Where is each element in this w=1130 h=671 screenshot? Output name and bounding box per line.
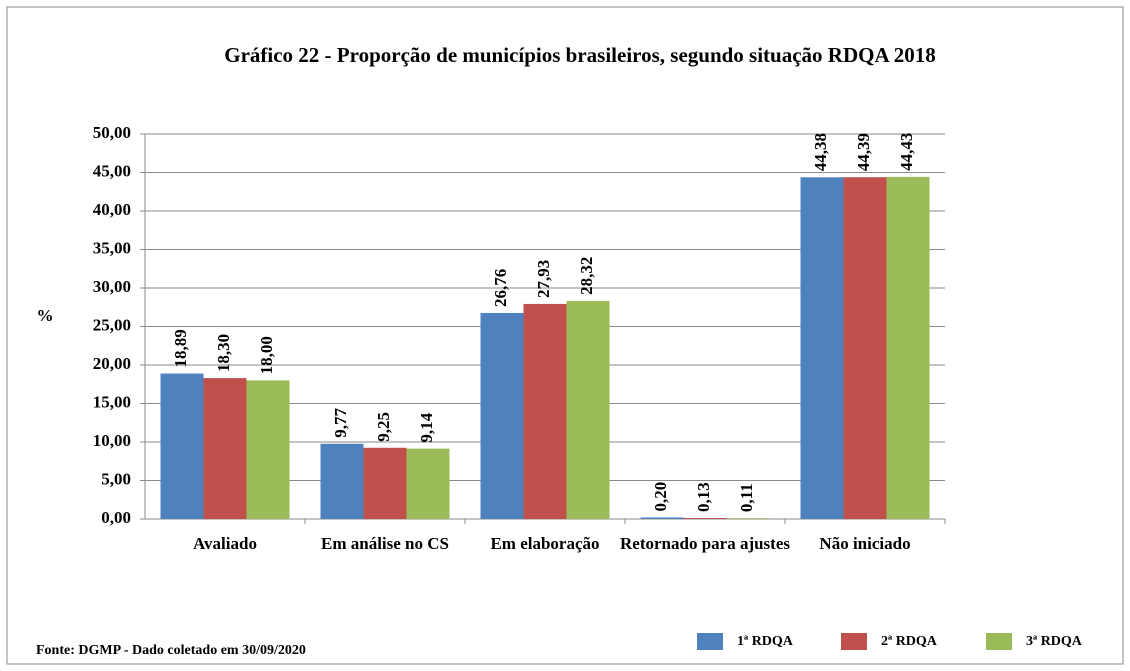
bar [800, 177, 844, 520]
bar [160, 373, 204, 519]
frame [6, 6, 1124, 665]
legend-swatch [841, 633, 867, 650]
value-label: 0,11 [737, 483, 756, 512]
bar [246, 380, 290, 519]
value-label: 9,25 [374, 412, 393, 442]
y-tick-label: 15,00 [93, 392, 131, 411]
value-label: 18,30 [214, 334, 233, 372]
bar [480, 312, 524, 519]
bar [320, 443, 364, 519]
y-tick-label: 30,00 [93, 277, 131, 296]
y-tick-label: 25,00 [93, 315, 131, 334]
bar [523, 303, 567, 519]
y-tick-label: 10,00 [93, 431, 131, 450]
x-tick-label: Avaliado [193, 534, 257, 553]
value-label: 18,00 [257, 336, 276, 374]
bar [406, 448, 450, 519]
y-tick-label: 45,00 [93, 161, 131, 180]
legend-label: 2ª RDQA [881, 634, 938, 649]
y-tick-label: 20,00 [93, 354, 131, 373]
bar [886, 176, 930, 519]
value-label: 27,93 [534, 260, 553, 298]
y-axis-label: % [37, 306, 54, 325]
chart-title: Gráfico 22 - Proporção de municípios bra… [224, 43, 935, 67]
bar [203, 378, 247, 519]
y-tick-label: 50,00 [93, 123, 131, 142]
y-tick-label: 5,00 [101, 469, 131, 488]
value-label: 28,32 [577, 257, 596, 295]
value-label: 26,76 [491, 269, 510, 307]
x-tick-label: Em elaboração [490, 534, 600, 553]
value-label: 0,13 [694, 482, 713, 512]
value-label: 44,38 [811, 133, 830, 171]
value-label: 44,43 [897, 133, 916, 171]
value-label: 44,39 [854, 133, 873, 171]
source: Fonte: DGMP - Dado coletado em 30/09/202… [36, 643, 306, 658]
legend-label: 3ª RDQA [1026, 634, 1083, 649]
bar [566, 300, 610, 519]
y-tick-label: 35,00 [93, 238, 131, 257]
y-tick-label: 0,00 [101, 508, 131, 527]
legend-swatch [697, 633, 723, 650]
value-label: 18,89 [171, 329, 190, 367]
bar [843, 177, 887, 519]
x-tick-label: Retornado para ajustes [620, 534, 790, 553]
bar [363, 447, 407, 519]
legend-label: 1ª RDQA [737, 634, 794, 649]
bar [726, 518, 770, 519]
y-tick-label: 40,00 [93, 200, 131, 219]
x-tick-label: Em análise no CS [321, 534, 449, 553]
bar [683, 517, 727, 519]
x-tick-label: Não iniciado [819, 534, 911, 553]
value-label: 0,20 [651, 482, 670, 512]
bar [640, 517, 684, 519]
legend-swatch [986, 633, 1012, 650]
value-label: 9,77 [331, 408, 350, 438]
value-label: 9,14 [417, 412, 436, 442]
